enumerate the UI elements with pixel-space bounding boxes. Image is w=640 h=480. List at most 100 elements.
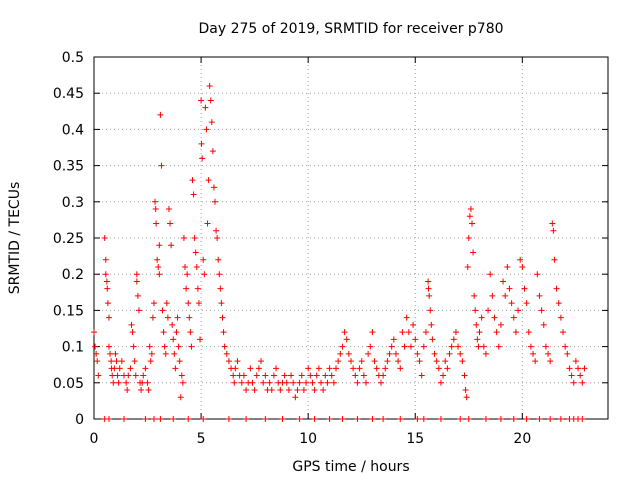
data-point: [283, 379, 290, 386]
data-point: [427, 307, 434, 314]
data-point: [462, 387, 469, 394]
data-point: [288, 372, 295, 379]
data-point: [170, 416, 177, 422]
data-point: [352, 372, 359, 379]
data-point: [195, 300, 202, 307]
data-point: [152, 206, 159, 213]
data-point: [171, 350, 178, 357]
data-point: [207, 97, 214, 104]
y-tick-label: 0.1: [62, 340, 84, 356]
data-point: [127, 365, 134, 372]
data-point: [322, 372, 329, 379]
data-point: [142, 416, 149, 422]
data-point: [186, 314, 193, 321]
data-point: [369, 416, 376, 422]
data-point: [213, 227, 220, 234]
data-point: [305, 365, 312, 372]
data-point: [176, 358, 183, 365]
data-point: [192, 249, 199, 256]
data-point: [217, 285, 224, 292]
data-point: [157, 111, 164, 118]
data-point: [133, 278, 140, 285]
data-point: [140, 372, 147, 379]
data-point: [450, 336, 457, 343]
data-point: [92, 343, 99, 350]
data-point: [339, 416, 346, 422]
data-point: [120, 416, 127, 422]
data-point: [281, 372, 288, 379]
data-point: [549, 220, 556, 227]
data-point: [523, 300, 530, 307]
data-point: [553, 285, 560, 292]
data-point: [358, 358, 365, 365]
data-point: [296, 379, 303, 386]
data-point: [182, 263, 189, 270]
data-point: [221, 343, 228, 350]
data-point: [420, 416, 427, 422]
data-point: [416, 358, 423, 365]
data-point: [547, 358, 554, 365]
data-point: [540, 321, 547, 328]
data-point: [429, 336, 436, 343]
data-point: [442, 358, 449, 365]
data-point: [202, 104, 209, 111]
data-point: [557, 314, 564, 321]
data-point: [198, 97, 205, 104]
data-point: [147, 358, 154, 365]
data-point: [169, 321, 176, 328]
data-point: [270, 372, 277, 379]
data-point: [487, 271, 494, 278]
data-point: [218, 300, 225, 307]
data-point: [303, 379, 310, 386]
data-point: [107, 350, 114, 357]
data-point: [216, 271, 223, 278]
data-point: [433, 358, 440, 365]
data-point: [104, 300, 111, 307]
data-point: [577, 372, 584, 379]
data-point: [285, 387, 292, 394]
data-point: [201, 271, 208, 278]
grid: [94, 57, 608, 419]
data-point: [560, 329, 567, 336]
data-point: [463, 394, 470, 401]
data-point: [412, 336, 419, 343]
data-point: [523, 416, 530, 422]
data-point: [328, 372, 335, 379]
y-tick-label: 0: [75, 412, 84, 428]
data-point: [146, 343, 153, 350]
data-point: [150, 300, 157, 307]
data-point: [550, 227, 557, 234]
data-point: [139, 379, 146, 386]
data-point: [466, 213, 473, 220]
data-point: [497, 416, 504, 422]
data-point: [341, 329, 348, 336]
data-point: [326, 416, 333, 422]
data-point: [204, 220, 211, 227]
data-point: [467, 206, 474, 213]
data-point: [356, 365, 363, 372]
data-point: [380, 372, 387, 379]
data-point: [420, 343, 427, 350]
data-point: [209, 148, 216, 155]
data-point: [318, 379, 325, 386]
data-point: [337, 350, 344, 357]
data-point: [102, 256, 109, 263]
data-point: [360, 372, 367, 379]
data-point: [277, 387, 284, 394]
data-point: [198, 140, 205, 147]
data-point: [249, 379, 256, 386]
data-point: [395, 358, 402, 365]
data-point: [403, 314, 410, 321]
data-point: [292, 394, 299, 401]
data-point: [123, 379, 130, 386]
data-point: [180, 235, 187, 241]
data-point: [210, 184, 217, 191]
data-point: [500, 278, 507, 285]
data-point: [194, 285, 201, 292]
data-point: [150, 416, 157, 422]
data-point: [527, 343, 534, 350]
y-tick-label: 0.45: [53, 86, 84, 102]
data-point: [348, 358, 354, 365]
data-point: [343, 336, 350, 343]
data-point: [131, 358, 138, 365]
